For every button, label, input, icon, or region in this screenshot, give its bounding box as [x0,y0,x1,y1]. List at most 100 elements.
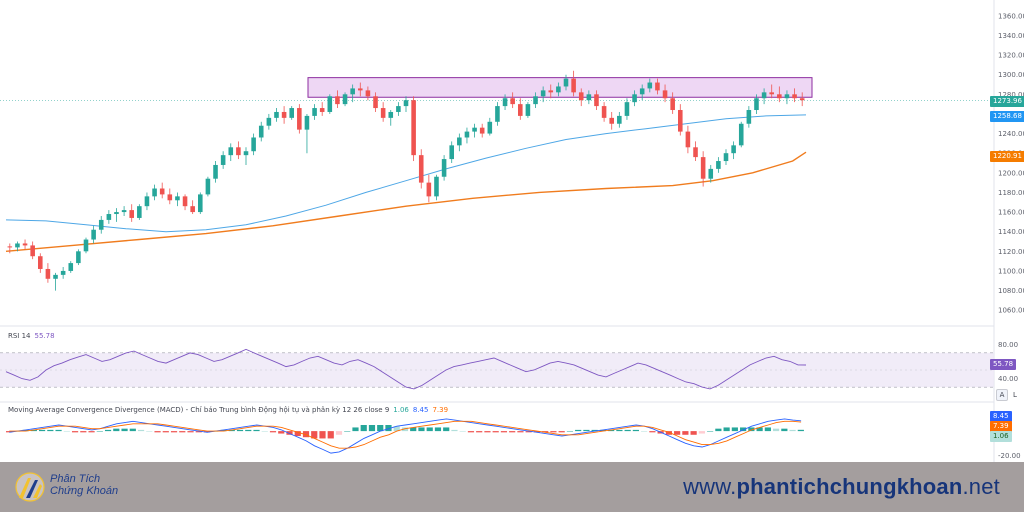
candle-body [350,88,355,95]
chart-canvas[interactable]: 1360.001340.001320.001300.001280.001260.… [0,0,1024,462]
candle-body [335,96,340,105]
macd-histogram-bar [707,431,714,432]
macd-line [9,418,802,454]
candle-body [205,178,211,195]
macd-histogram-bar [649,431,656,433]
rsi-line [5,348,807,390]
macd-histogram-bar [104,429,112,432]
macd-histogram-bar [170,431,178,433]
candle-body [182,196,188,207]
candle-body [578,92,584,101]
candle-body [258,125,264,138]
macd-histogram-bar [674,431,681,435]
macd-histogram-bar [418,427,425,432]
candle-body [639,88,645,95]
macd-histogram-bar [616,429,623,432]
candle-body [693,147,698,158]
candle-body [319,108,325,112]
stock-chart[interactable]: 1360.001340.001320.001300.001280.001260.… [0,0,1024,462]
website-link[interactable]: www.phantichchungkhoan.net [683,474,1000,500]
candle-body [723,153,729,162]
macd-histogram-bar [665,431,672,435]
candle-body [175,196,180,201]
candle-body [594,94,599,107]
candle-body [586,94,592,101]
candle-body [129,210,134,218]
site-suffix: .net [962,474,1000,499]
macd-histogram-bar [385,425,392,432]
candle-body [624,102,630,116]
macd-value-tag: 8.45 [990,411,1012,422]
macd-histogram-bar [129,428,136,432]
price-tick-label: 1140.00 [998,228,1024,236]
rsi-log-button[interactable]: L [1013,391,1017,399]
brand-name: Phân Tích Chứng Khoán [50,473,118,497]
macd-histogram-bar [434,427,442,432]
macd-histogram-bar [88,431,95,433]
candle-body [83,239,89,252]
macd-histogram-bar [476,431,483,433]
macd-histogram-bar [443,427,450,432]
candle-body [373,96,378,109]
macd-histogram-bar [797,429,804,432]
macd-histogram-bar [253,429,260,432]
candle-body [792,94,797,99]
candle-body [152,188,157,197]
candle-body [540,90,546,97]
candle-body [761,92,767,99]
candle-body [7,246,13,248]
macd-histogram-bar [179,431,186,433]
macd-histogram-bar [319,431,326,439]
candle-body [76,251,81,264]
sma-long-tag: 1220.91 [990,151,1024,162]
price-tick-label: 1320.00 [998,52,1024,60]
macd-histogram-bar [426,427,433,432]
macd-histogram-bar [146,431,153,432]
macd-signal-value: 7.39 [432,406,449,414]
candle-body [411,100,416,156]
candle-body [617,115,622,124]
candle-body [98,219,104,230]
rsi-auto-button[interactable]: A [996,389,1008,401]
price-tick-label: 1160.00 [998,209,1024,217]
candle-body [358,88,363,91]
brand-line-1: Phân Tích [50,473,101,485]
macd-histogram-bar [542,431,549,433]
price-tick-label: 1120.00 [998,248,1024,256]
price-tick-label: 1300.00 [998,71,1024,79]
price-tick-label: 1340.00 [998,32,1024,40]
candle-body [533,96,538,105]
macd-histogram-bar [764,427,771,432]
macd-histogram-bar [641,431,648,432]
macd-hist-value: 1.06 [393,406,409,414]
rsi-value-tag: 55.78 [990,359,1017,370]
macd-histogram-bar [558,431,565,433]
macd-tick-label: -20.00 [998,452,1021,460]
candle-body [342,94,348,105]
macd-histogram-bar [410,427,417,432]
candle-body [266,117,272,126]
macd-histogram-bar [38,429,46,432]
candle-body [449,145,454,160]
candle-body [380,108,386,118]
candle-body [38,256,43,269]
price-tick-label: 1080.00 [998,287,1024,295]
macd-histogram-bar [162,431,169,433]
macd-histogram-bar [608,429,615,432]
candle-body [647,82,653,89]
candle-body [137,206,142,218]
macd-histogram-bar [121,428,128,432]
candle-body [548,90,554,93]
macd-histogram-bar [698,431,705,434]
sma-long-line [5,151,807,252]
candle-body [243,151,249,156]
macd-histogram-bar [360,425,367,432]
candle-body [228,147,234,156]
macd-histogram-bar [459,431,466,432]
macd-histogram-bar [393,426,400,432]
macd-histogram-bar [352,427,359,432]
candle-body [754,98,759,111]
candle-body [441,159,447,177]
brand-line-2: Chứng Khoán [50,485,119,497]
macd-label: Moving Average Convergence Divergence (M… [8,406,390,414]
